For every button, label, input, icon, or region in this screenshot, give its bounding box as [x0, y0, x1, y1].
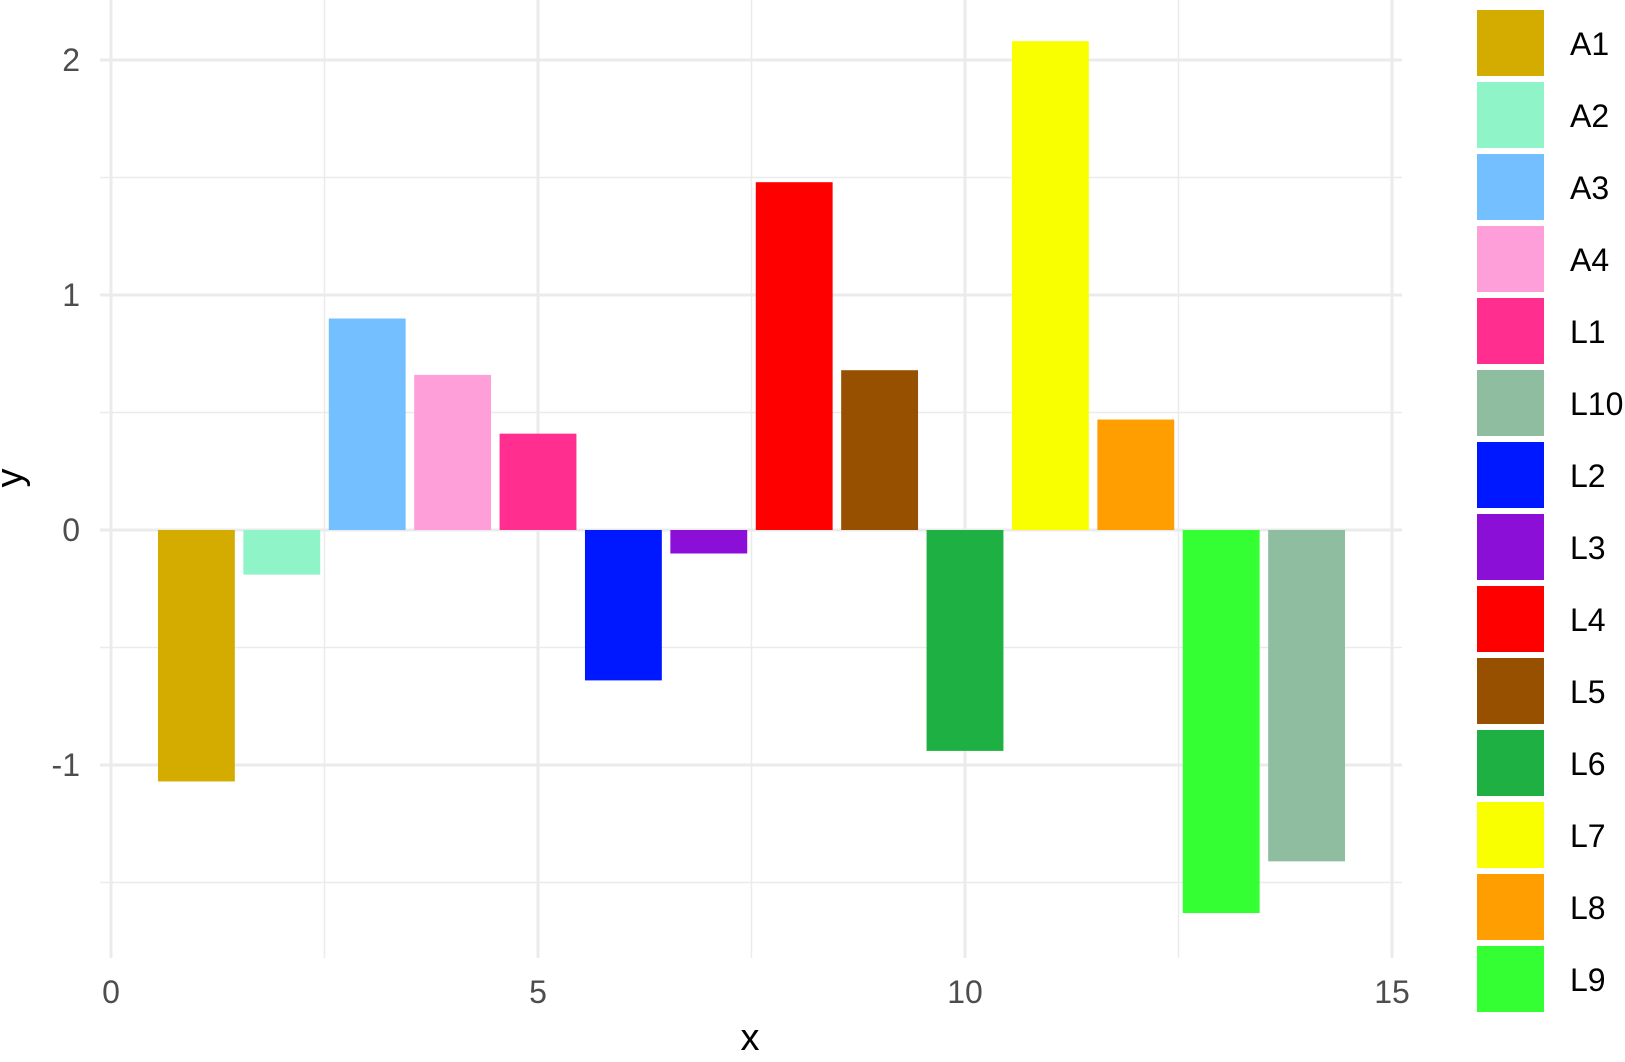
bar-l5 [841, 370, 919, 530]
bar-l7 [1011, 41, 1089, 530]
legend-key-l10 [1477, 370, 1544, 436]
legend-key-l8 [1477, 874, 1544, 940]
bar-l10 [1268, 530, 1346, 862]
legend-key-l4 [1477, 586, 1544, 652]
legend-label-l5: L5 [1570, 674, 1606, 710]
legend-key-a1 [1477, 10, 1544, 76]
legend-key-l9 [1477, 946, 1544, 1012]
y-tick-label: 2 [62, 42, 80, 78]
bars [157, 41, 1346, 914]
y-tick-label: 1 [62, 277, 80, 313]
legend-label-l9: L9 [1570, 962, 1606, 998]
x-tick-label: 10 [947, 974, 983, 1010]
legend-label-l3: L3 [1570, 530, 1606, 566]
legend-label-l1: L1 [1570, 314, 1606, 350]
legend-key-l3 [1477, 514, 1544, 580]
legend-label-a2: A2 [1570, 98, 1609, 134]
legend-key-l5 [1477, 658, 1544, 724]
x-tick-label: 0 [102, 974, 120, 1010]
bar-l1 [499, 433, 577, 530]
bar-a3 [328, 318, 406, 530]
legend-label-l4: L4 [1570, 602, 1606, 638]
legend-key-a2 [1477, 82, 1544, 148]
bar-l8 [1097, 419, 1175, 530]
legend-label-l10: L10 [1570, 386, 1623, 422]
legend-key-l7 [1477, 802, 1544, 868]
bar-a4 [414, 374, 492, 530]
legend-label-a4: A4 [1570, 242, 1609, 278]
legend-key-l6 [1477, 730, 1544, 796]
legend-label-a3: A3 [1570, 170, 1609, 206]
y-axis-title: y [0, 469, 31, 488]
legend-key-a4 [1477, 226, 1544, 292]
y-tick-label: -1 [52, 747, 80, 783]
bar-a1 [157, 530, 235, 782]
x-tick-label: 5 [529, 974, 547, 1010]
bar-l2 [584, 530, 662, 681]
bar-l4 [755, 182, 833, 530]
bar-a2 [243, 530, 321, 575]
legend-label-l8: L8 [1570, 890, 1606, 926]
y-axis-ticks: -1 0 1 2 [52, 42, 80, 783]
legend-label-l7: L7 [1570, 818, 1606, 854]
legend: A1 A2 A3 A4 L1 L10 L2 L3 L4 L5 L6 L7 L8 L9 [1477, 10, 1623, 1012]
x-axis-title: x [741, 1017, 760, 1057]
legend-key-a3 [1477, 154, 1544, 220]
x-tick-label: 15 [1374, 974, 1410, 1010]
bar-l3 [670, 530, 748, 554]
legend-label-l6: L6 [1570, 746, 1606, 782]
bar-l9 [1182, 530, 1260, 914]
legend-label-l2: L2 [1570, 458, 1606, 494]
legend-key-l2 [1477, 442, 1544, 508]
legend-key-l1 [1477, 298, 1544, 364]
x-axis-ticks: 0 5 10 15 [102, 974, 1410, 1010]
legend-label-a1: A1 [1570, 26, 1609, 62]
bar-l6 [926, 530, 1004, 751]
y-tick-label: 0 [62, 512, 80, 548]
